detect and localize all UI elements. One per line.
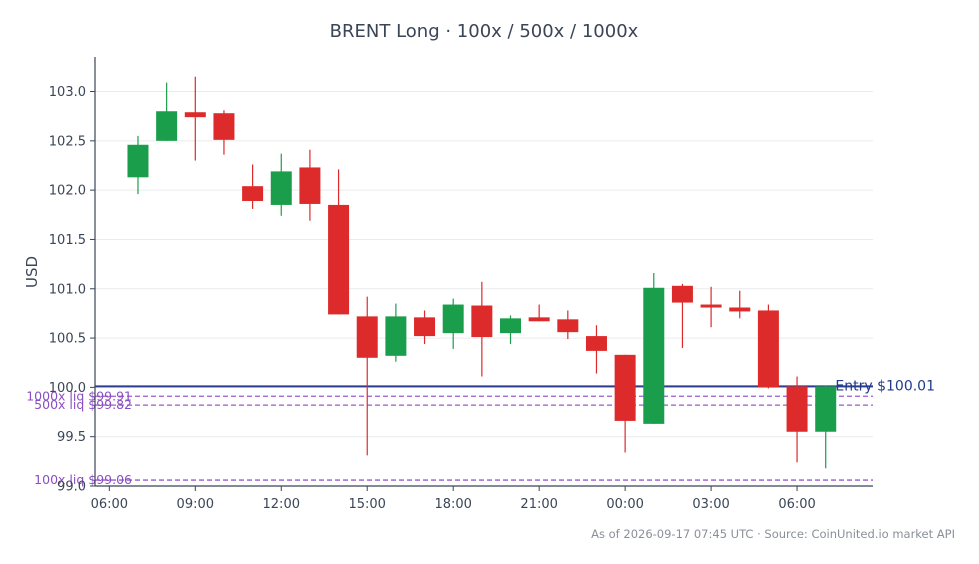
candle-body-14 [528,317,550,322]
candle-body-5 [270,171,292,205]
axes [94,57,873,487]
y-tick-label-7: 102.5 [49,134,86,149]
candle-body-8 [356,316,378,358]
candle-body-19 [671,285,693,303]
liq-label-2: 100x liq $99.06 [34,472,132,487]
x-tick-label-7: 03:00 [692,497,729,512]
candle-body-1 [156,111,178,141]
x-tick-label-1: 09:00 [177,497,214,512]
x-tick-label-3: 15:00 [348,497,385,512]
footer-source: As of 2026-09-17 07:45 UTC · Source: Coi… [591,527,955,541]
y-tick-label-4: 101.0 [49,282,86,297]
candle-body-22 [757,310,779,388]
chart-title: BRENT Long · 100x / 500x / 1000x [330,21,639,42]
y-tick-label-6: 102.0 [49,184,86,199]
candle-body-20 [700,304,722,308]
y-tick-label-5: 101.5 [49,233,86,248]
candle-body-21 [729,307,751,312]
candle-body-17 [614,354,636,421]
liq-label-1: 500x liq $99.82 [34,397,132,412]
candle-body-9 [385,316,407,356]
y-ticks: 99.0 99.5 100.0 100.5 101.0 101.5 102.0 102.5 10… [49,85,95,495]
x-tick-label-8: 06:00 [778,497,815,512]
entry-label: Entry $100.01 [835,378,935,394]
candles [127,76,837,469]
candle-body-0 [127,144,149,178]
entry-line-group: Entry $100.01 [95,378,935,394]
y-tick-label-2: 100.0 [49,381,86,396]
y-tick-label-1: 99.5 [57,430,86,445]
x-tick-label-4: 18:00 [434,497,471,512]
candle-body-11 [442,304,464,334]
candle-body-13 [500,318,522,334]
candle-body-6 [299,167,321,204]
x-tick-label-6: 00:00 [606,497,643,512]
grid-lines [95,91,873,487]
candle-body-10 [414,317,436,337]
candle-body-24 [815,386,837,432]
candle-body-23 [786,386,808,432]
candle-body-18 [643,287,665,424]
candle-body-15 [557,319,579,333]
liq-label-0: 1000x liq $99.91 [26,388,132,403]
y-tick-label-0: 99.0 [57,480,86,495]
y-tick-label-3: 100.5 [49,332,86,347]
candle-body-12 [471,305,493,338]
candle-body-3 [213,113,235,140]
x-tick-label-5: 21:00 [520,497,557,512]
x-tick-label-0: 06:00 [91,497,128,512]
x-ticks: 06:00 09:00 12:00 15:00 18:00 21:00 00:00 03:00… [91,486,816,512]
y-axis-label: USD [23,256,41,288]
candle-body-7 [328,204,350,315]
candle-body-4 [242,186,264,201]
x-tick-label-2: 12:00 [263,497,300,512]
candle-body-2 [184,112,206,118]
candle-body-16 [585,336,607,351]
y-tick-label-8: 103.0 [49,85,86,100]
